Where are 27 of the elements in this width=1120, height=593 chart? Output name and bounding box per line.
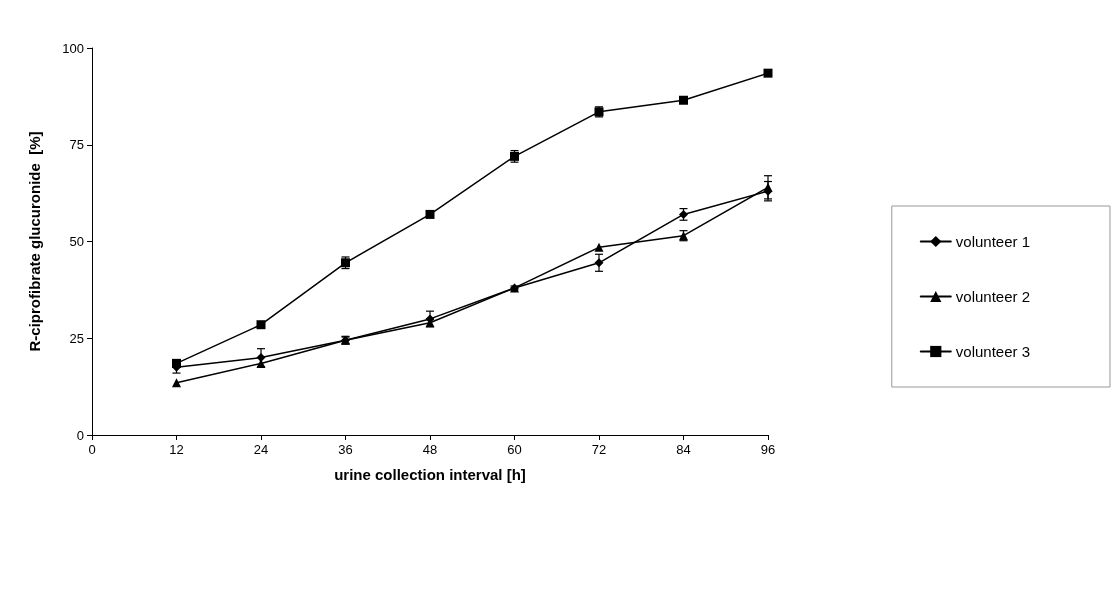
- x-tick-label: 84: [676, 442, 691, 457]
- x-tick-label: 12: [169, 442, 184, 457]
- y-tick-label: 75: [69, 137, 84, 153]
- point: [594, 258, 604, 268]
- point: [679, 95, 688, 105]
- x-tick-label: 60: [507, 442, 522, 457]
- x-axis-title: urine collection interval [h]: [334, 466, 526, 483]
- x-tick-label: 36: [338, 442, 353, 457]
- point: [763, 68, 773, 78]
- point: [256, 320, 266, 330]
- legend-label: volunteer 3: [955, 343, 1030, 360]
- y-axis-title: R-ciprofibrate glucuronide [%]: [26, 131, 43, 352]
- x-tick-label: 96: [760, 442, 776, 457]
- point: [172, 378, 181, 388]
- x-tick-label: 48: [422, 442, 438, 457]
- legend-label: volunteer 2: [955, 288, 1030, 305]
- legend-label: volunteer 1: [955, 233, 1030, 250]
- x-tick-label: 24: [253, 442, 269, 457]
- point: [763, 182, 773, 192]
- x-tick-label: 72: [591, 442, 607, 457]
- point: [594, 242, 604, 252]
- point: [425, 209, 435, 219]
- y-tick-label: 0: [76, 427, 84, 443]
- y-tick-label: 100: [62, 40, 84, 56]
- y-tick-label: 50: [69, 234, 84, 249]
- y-tick-label: 25: [69, 330, 84, 346]
- x-tick-label: 0: [88, 442, 96, 457]
